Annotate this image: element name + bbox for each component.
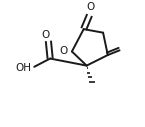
Text: OH: OH <box>15 63 31 73</box>
Text: O: O <box>60 46 68 56</box>
Text: O: O <box>87 2 95 12</box>
Text: O: O <box>41 30 50 40</box>
